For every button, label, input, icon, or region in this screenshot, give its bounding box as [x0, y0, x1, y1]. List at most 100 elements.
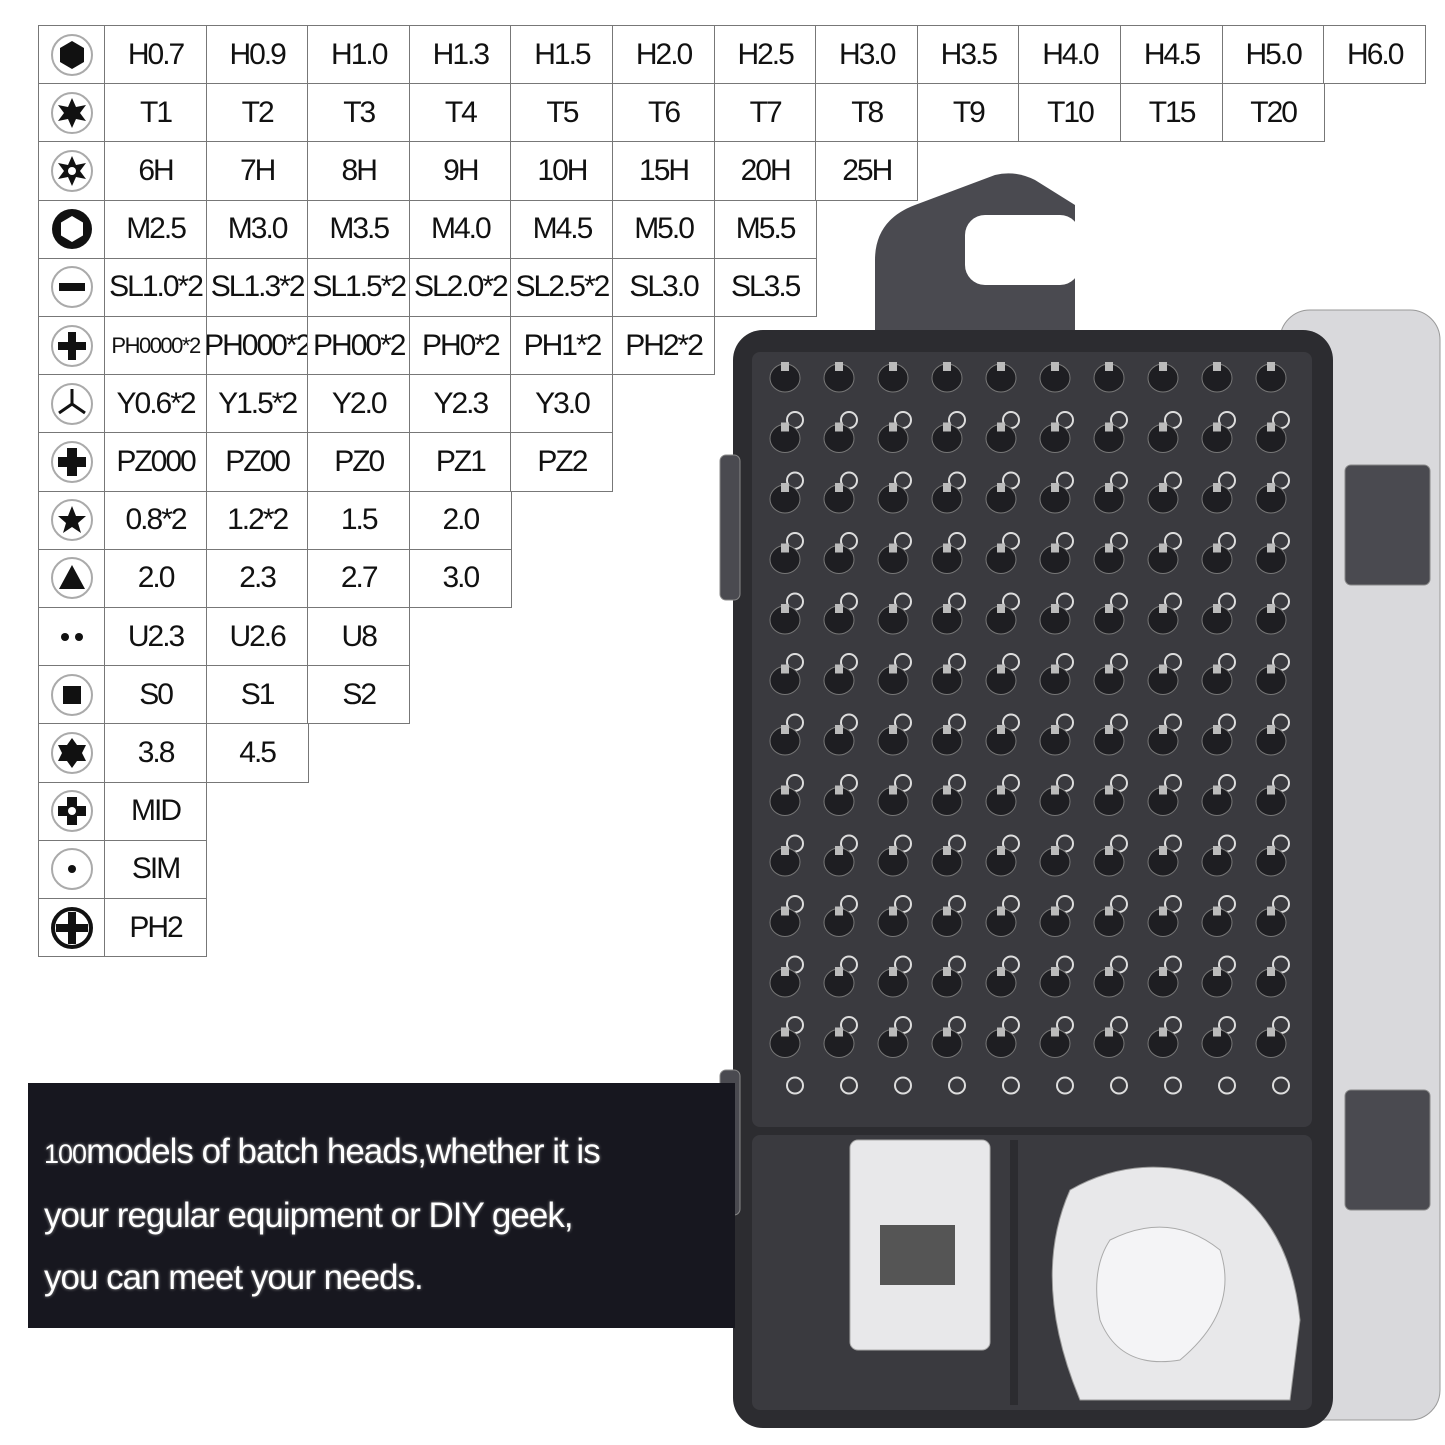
case-back-shell: [1279, 309, 1441, 1421]
bit-size-cell: M4.0: [408, 199, 512, 259]
bit-label-marker: [1002, 895, 1020, 913]
bit-label-marker: [1002, 411, 1020, 429]
bit: [985, 666, 1017, 695]
bit-size-cell: SIM: [104, 839, 208, 899]
bit-size-cell: PH00*2: [307, 316, 411, 376]
bit-label-marker: [948, 955, 966, 974]
bit: [1039, 787, 1071, 816]
ph2-cross-icon: [38, 898, 105, 958]
bit-size-cell: SL3.5: [713, 257, 817, 317]
bit: [1147, 424, 1179, 453]
bit-label-marker: [1218, 1016, 1236, 1034]
case-body: [733, 330, 1333, 1428]
bit-label-marker: [1002, 471, 1020, 490]
bit-size-cell: 1.5: [307, 490, 411, 550]
bit-size-cell: T15: [1120, 83, 1224, 143]
bit-label-marker: [1056, 895, 1074, 913]
bit: [1147, 666, 1179, 695]
bit-label-marker: [786, 1016, 804, 1034]
bit-label-marker: [1110, 713, 1128, 732]
bit: [1201, 847, 1233, 877]
bit-label-marker: [1056, 592, 1074, 611]
bit: [931, 363, 963, 393]
bit: [769, 666, 801, 695]
bit-size-cell: MID: [104, 781, 208, 841]
bit-label-marker: [1164, 411, 1182, 429]
bit-size-cell: U8: [307, 607, 411, 667]
bit-label-marker: [840, 774, 858, 792]
bit-label-marker: [1110, 895, 1128, 913]
pentalobe-icon: [38, 490, 105, 550]
bit: [769, 726, 801, 756]
bit: [1093, 908, 1125, 937]
caption-line-1: 100models of batch heads,whether it is: [44, 1121, 735, 1185]
bit: [1093, 847, 1125, 877]
bit-size-cell: PH0*2: [408, 316, 512, 376]
bit-size-cell: 6H: [104, 141, 208, 201]
bit: [1147, 726, 1179, 756]
caption-box: 100models of batch heads,whether it is y…: [28, 1083, 735, 1328]
bit-label-marker: [1056, 1016, 1074, 1034]
bit-size-cell: PZ2: [510, 432, 614, 492]
bit: [1093, 424, 1125, 453]
bit-size-cell: H3.5: [916, 25, 1020, 85]
pry-picks: [1051, 1166, 1301, 1401]
bit: [1147, 484, 1179, 514]
bit: [1255, 726, 1287, 756]
bit: [1039, 363, 1071, 393]
bit: [1147, 545, 1179, 574]
bit: [1093, 545, 1125, 574]
bit-size-cell: S1: [205, 665, 309, 725]
bit-label-marker: [1002, 532, 1020, 550]
side-clip: [1344, 1089, 1431, 1211]
bit-size-cell: 15H: [612, 141, 716, 201]
bit-size-cell: H6.0: [1323, 25, 1427, 85]
bit: [823, 1029, 855, 1058]
bit-label-marker: [1110, 774, 1128, 792]
bit: [1039, 424, 1071, 453]
square-icon: [38, 665, 105, 725]
bit-size-cell: T2: [205, 83, 309, 143]
bit: [877, 424, 909, 453]
bit: [1093, 1029, 1125, 1058]
bit-size-cell: T9: [916, 83, 1020, 143]
bit-label-marker: [1164, 1076, 1182, 1095]
bit-label-marker: [786, 471, 804, 490]
bit-label-marker: [894, 1016, 912, 1034]
bit-size-cell: 2.7: [307, 548, 411, 608]
bit-label-marker: [1002, 774, 1020, 792]
bit: [823, 968, 855, 998]
bit-label-marker: [1056, 834, 1074, 853]
bit: [1255, 1029, 1287, 1058]
bit: [1147, 605, 1179, 635]
bit-label-marker: [894, 713, 912, 732]
side-clip: [1344, 464, 1431, 586]
bit-size-cell: 10H: [510, 141, 614, 201]
bit-size-cell: T1: [104, 83, 208, 143]
bit-size-cell: U2.3: [104, 607, 208, 667]
bit: [985, 787, 1017, 816]
star-icon: [38, 723, 105, 783]
bit: [1201, 545, 1233, 574]
bit-label-marker: [1056, 774, 1074, 792]
bit-size-cell: PH000*2: [205, 316, 309, 376]
bit: [985, 484, 1017, 514]
bit-label-marker: [1110, 834, 1128, 853]
bit: [1039, 605, 1071, 635]
bit: [877, 787, 909, 816]
mid-icon: [38, 781, 105, 841]
bit: [1039, 908, 1071, 937]
bit-label-marker: [786, 895, 804, 913]
bit: [769, 545, 801, 574]
bit-label-marker: [840, 653, 858, 671]
bit-size-cell: H4.5: [1120, 25, 1224, 85]
bit-size-cell: T7: [713, 83, 817, 143]
bit-label-marker: [1272, 653, 1290, 671]
bit-label-marker: [1272, 955, 1290, 974]
bit-label-marker: [894, 471, 912, 490]
bit-label-marker: [1218, 834, 1236, 853]
bit-label-marker: [948, 834, 966, 853]
bit: [877, 605, 909, 635]
bit-label-marker: [1218, 955, 1236, 974]
bit-label-marker: [1272, 411, 1290, 429]
